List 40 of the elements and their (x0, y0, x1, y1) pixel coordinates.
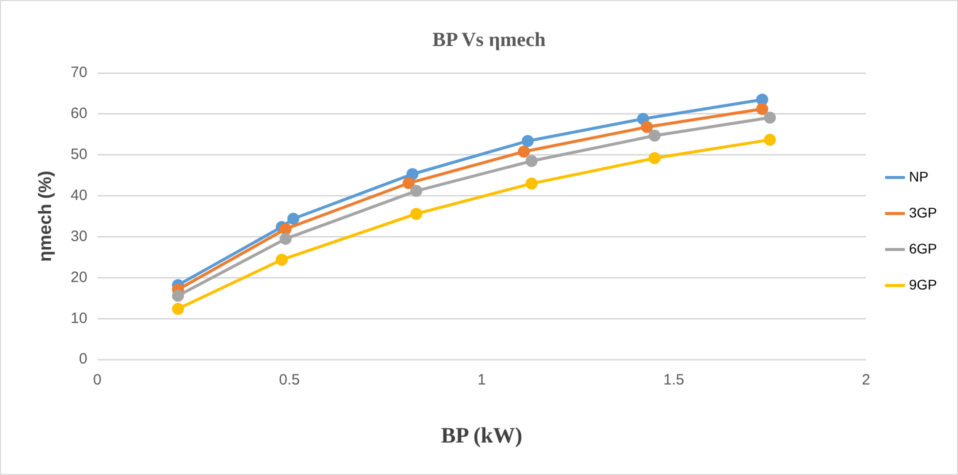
y-tick-label: 20 (70, 268, 88, 286)
x-tick-label: 0.5 (279, 372, 300, 389)
point (764, 112, 776, 124)
point (410, 208, 422, 220)
y-axis-title: ηmech (%) (34, 170, 55, 262)
y-tick-label: 10 (70, 310, 88, 327)
point (526, 178, 538, 190)
y-tick-label: 40 (70, 186, 88, 204)
point (518, 146, 530, 158)
point (280, 232, 292, 245)
point (648, 130, 661, 142)
point (172, 290, 184, 302)
y-tick-label: 50 (70, 146, 88, 164)
point (402, 177, 415, 190)
legend-label: 3GP (908, 204, 937, 220)
x-tick-label: 2 (862, 372, 870, 389)
point (287, 212, 300, 225)
point (522, 134, 534, 147)
point (648, 152, 661, 164)
y-tick-label: 60 (70, 105, 88, 122)
y-tick-label: 0 (78, 350, 88, 368)
point (172, 302, 184, 315)
x-axis-title: BP (kW) (440, 422, 522, 448)
point (406, 168, 418, 180)
chart-title: BP Vs ηmech (432, 29, 546, 52)
x-tick-label: 0 (93, 372, 102, 389)
point (280, 222, 292, 235)
point (640, 121, 653, 134)
point (276, 254, 288, 266)
legend-label: 6GP (908, 240, 937, 256)
x-tick-label: 1 (477, 372, 486, 389)
legend-label: NP (908, 168, 928, 184)
legend-label: 9GP (908, 276, 937, 292)
y-tick-label: 70 (70, 64, 88, 82)
y-tick-label: 30 (70, 228, 88, 245)
point (756, 103, 768, 116)
point (410, 184, 422, 197)
point (526, 155, 538, 168)
point (764, 134, 776, 146)
x-tick-label: 1.5 (663, 372, 684, 389)
